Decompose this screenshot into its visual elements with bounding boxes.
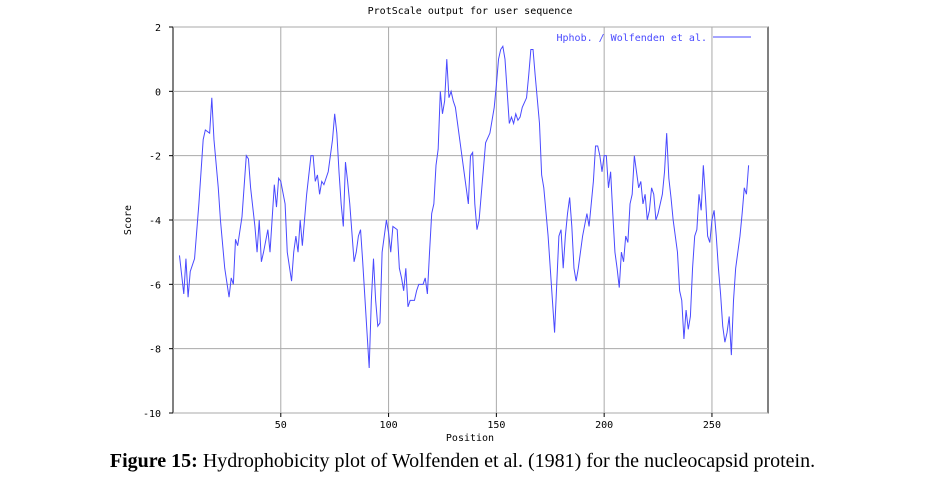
x-tick-label: 50: [275, 420, 287, 431]
data-line: [178, 44, 750, 368]
y-tick-label: -2: [149, 152, 161, 163]
chart: ProtScale output for user sequence Posit…: [123, 6, 769, 444]
caption-label: Figure 15:: [109, 450, 198, 472]
x-tick-label: 100: [380, 420, 398, 431]
y-tick-label: -4: [149, 216, 161, 227]
x-tick-label: 150: [487, 420, 505, 431]
y-axis-label: Score: [123, 205, 134, 235]
y-tick-label: -6: [149, 280, 161, 291]
chart-title: ProtScale output for user sequence: [368, 6, 573, 17]
y-tick-label: -8: [149, 345, 161, 356]
caption-text: Hydrophobicity plot of Wolfenden et al. …: [202, 450, 816, 472]
x-tick-label: 200: [595, 420, 613, 431]
caption: Figure 15: Hydrophobicity plot of Wolfen…: [0, 450, 925, 473]
y-tick-label: 0: [155, 87, 161, 98]
x-axis-label: Position: [446, 433, 494, 444]
y-tick-label: 2: [155, 23, 161, 34]
x-tick-label: 250: [703, 420, 721, 431]
legend-label: Hphob. / Wolfenden et al.: [556, 33, 707, 44]
y-tick-label: -10: [143, 409, 161, 420]
